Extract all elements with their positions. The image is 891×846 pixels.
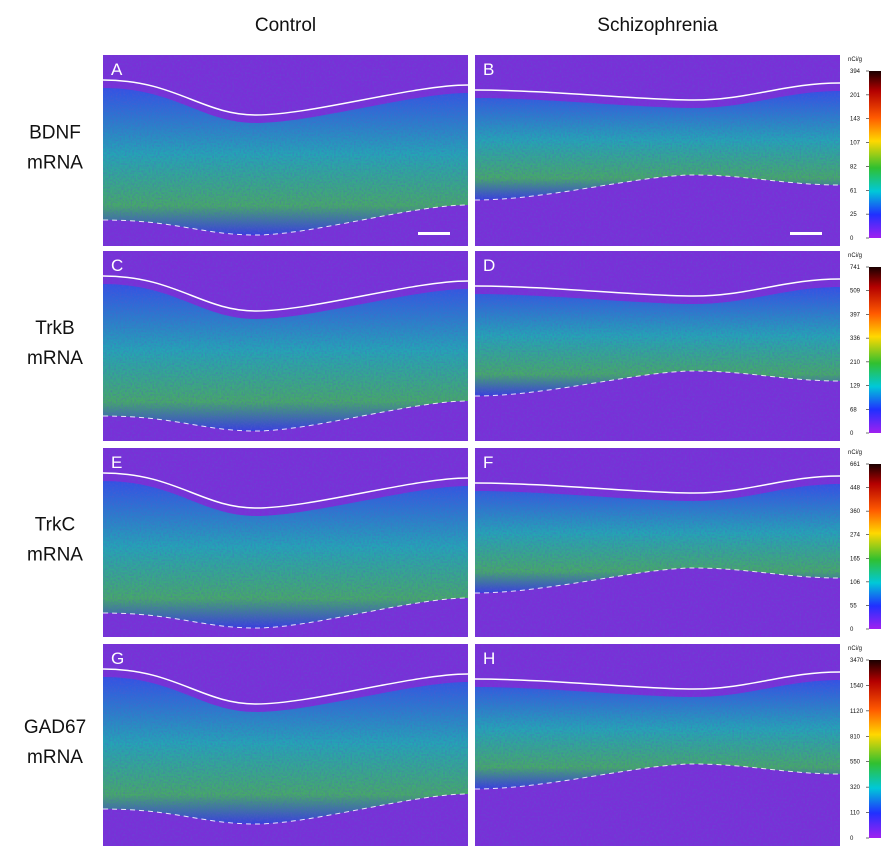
row-label: mRNA [27,545,83,566]
panel: A [102,55,469,246]
scale-unit: nCi/g [848,253,862,259]
scale-tick-label: 0 [850,236,854,242]
scale-tick-label: 550 [850,760,861,766]
panel-letter: E [111,453,122,472]
pial-surface [474,671,841,690]
column-header: Schizophrenia [597,15,718,36]
scale-tick-label: 25 [850,212,857,218]
scale-tick-label: 0 [850,627,854,633]
scale-tick-label: 82 [850,164,857,170]
scale-tick-label: 143 [850,117,861,123]
panel: G [102,644,469,846]
color-bar [869,267,881,433]
scale-tick-label: 810 [850,734,861,740]
white-matter-border [474,370,841,397]
scale-unit: nCi/g [848,646,862,652]
row-label: mRNA [27,747,83,768]
panel: F [474,448,841,637]
scale-tick-label: 210 [850,360,861,366]
panel-letter: G [111,649,124,668]
pial-surface [102,275,469,312]
speckle [103,448,468,637]
white-matter-border [102,204,469,236]
speckle [475,448,840,637]
pial-surface [102,79,469,116]
scale-tick-label: 201 [850,93,861,99]
scale-tick-label: 1540 [850,683,864,689]
panel-letter: B [483,60,494,79]
color-bar [869,71,881,238]
white-matter-border [102,793,469,825]
pial-surface [474,475,841,494]
pial-surface [102,472,469,509]
panel: E [102,448,469,637]
pial-surface [474,278,841,297]
panel-letter: C [111,256,123,275]
speckle [103,251,468,441]
white-matter-border [474,763,841,790]
scale-tick-label: 3470 [850,658,864,664]
scale-tick-label: 661 [850,462,861,468]
speckle [475,251,840,441]
row-label: mRNA [27,153,83,174]
scale-tick-label: 0 [850,836,854,842]
panel-letter: H [483,649,495,668]
row-label: TrkB [35,318,74,339]
row-label: BDNF [29,123,81,144]
speckle [475,644,840,846]
scale-bar [418,232,450,235]
panel: H [474,644,841,846]
scale-tick-label: 274 [850,533,861,539]
color-bar [869,464,881,629]
white-matter-border [102,597,469,629]
scale-tick-label: 110 [850,811,860,817]
speckle [103,55,468,246]
scale-tick-label: 320 [850,785,861,791]
row-label: TrkC [35,515,75,536]
scale-tick-label: 397 [850,312,861,318]
row-label: GAD67 [24,717,86,738]
pial-surface [102,668,469,705]
scale-tick-label: 741 [850,265,861,271]
scale-tick-label: 360 [850,509,861,515]
speckle [475,55,840,246]
color-bar [869,660,881,838]
scale-tick-label: 107 [850,141,861,147]
scale-tick-label: 0 [850,431,854,437]
scale-tick-label: 509 [850,289,861,295]
scale-tick-label: 165 [850,556,861,562]
panel: D [474,251,841,441]
pial-surface [474,82,841,101]
scale-unit: nCi/g [848,57,862,63]
scale-bar [790,232,822,235]
scale-tick-label: 129 [850,384,861,390]
scale-tick-label: 61 [850,188,857,194]
scale-tick-label: 448 [850,486,861,492]
column-header: Control [255,15,316,36]
panel: C [102,251,469,441]
scale-tick-label: 1120 [850,709,864,715]
scale-unit: nCi/g [848,450,862,456]
white-matter-border [474,567,841,594]
panel-letter: D [483,256,495,275]
speckle [103,644,468,846]
scale-tick-label: 55 [850,603,857,609]
scale-tick-label: 68 [850,407,857,413]
panel-letter: F [483,453,493,472]
row-label: mRNA [27,348,83,369]
scale-tick-label: 394 [850,69,861,75]
scale-tick-label: 106 [850,580,861,586]
panel-letter: A [111,60,123,79]
white-matter-border [474,174,841,201]
white-matter-border [102,400,469,432]
scale-tick-label: 336 [850,336,861,342]
panel: B [474,55,841,246]
